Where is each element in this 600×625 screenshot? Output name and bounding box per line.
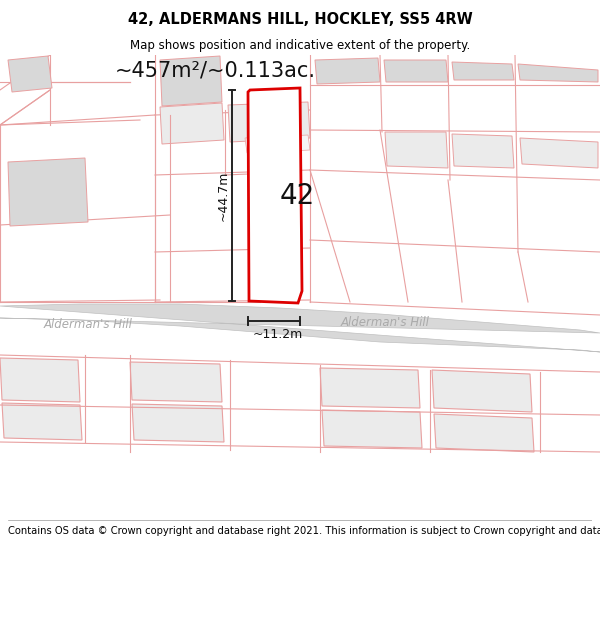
Polygon shape xyxy=(520,138,598,168)
Polygon shape xyxy=(452,134,514,168)
Polygon shape xyxy=(248,88,302,303)
Polygon shape xyxy=(322,410,422,448)
Text: ~44.7m: ~44.7m xyxy=(217,170,229,221)
Polygon shape xyxy=(8,158,88,226)
Polygon shape xyxy=(320,368,420,408)
Polygon shape xyxy=(2,403,82,440)
Text: Contains OS data © Crown copyright and database right 2021. This information is : Contains OS data © Crown copyright and d… xyxy=(8,526,600,536)
Text: Alderman's Hill: Alderman's Hill xyxy=(341,316,430,329)
Polygon shape xyxy=(228,102,310,142)
Polygon shape xyxy=(315,58,380,84)
Text: 42, ALDERMANS HILL, HOCKLEY, SS5 4RW: 42, ALDERMANS HILL, HOCKLEY, SS5 4RW xyxy=(128,12,472,27)
Polygon shape xyxy=(385,132,448,168)
Polygon shape xyxy=(132,404,224,442)
Polygon shape xyxy=(0,304,600,352)
Text: Map shows position and indicative extent of the property.: Map shows position and indicative extent… xyxy=(130,39,470,51)
Polygon shape xyxy=(0,358,80,402)
Polygon shape xyxy=(130,362,222,402)
Text: 42: 42 xyxy=(280,182,314,211)
Text: ~457m²/~0.113ac.: ~457m²/~0.113ac. xyxy=(115,60,316,80)
Polygon shape xyxy=(160,103,224,144)
Polygon shape xyxy=(434,414,534,452)
Polygon shape xyxy=(245,135,310,153)
Polygon shape xyxy=(8,56,52,92)
Polygon shape xyxy=(452,62,514,80)
Polygon shape xyxy=(160,56,222,106)
Polygon shape xyxy=(432,370,532,412)
Text: ~11.2m: ~11.2m xyxy=(253,328,303,341)
Polygon shape xyxy=(518,64,598,82)
Text: Alderman's Hill: Alderman's Hill xyxy=(44,319,133,331)
Polygon shape xyxy=(384,60,448,82)
